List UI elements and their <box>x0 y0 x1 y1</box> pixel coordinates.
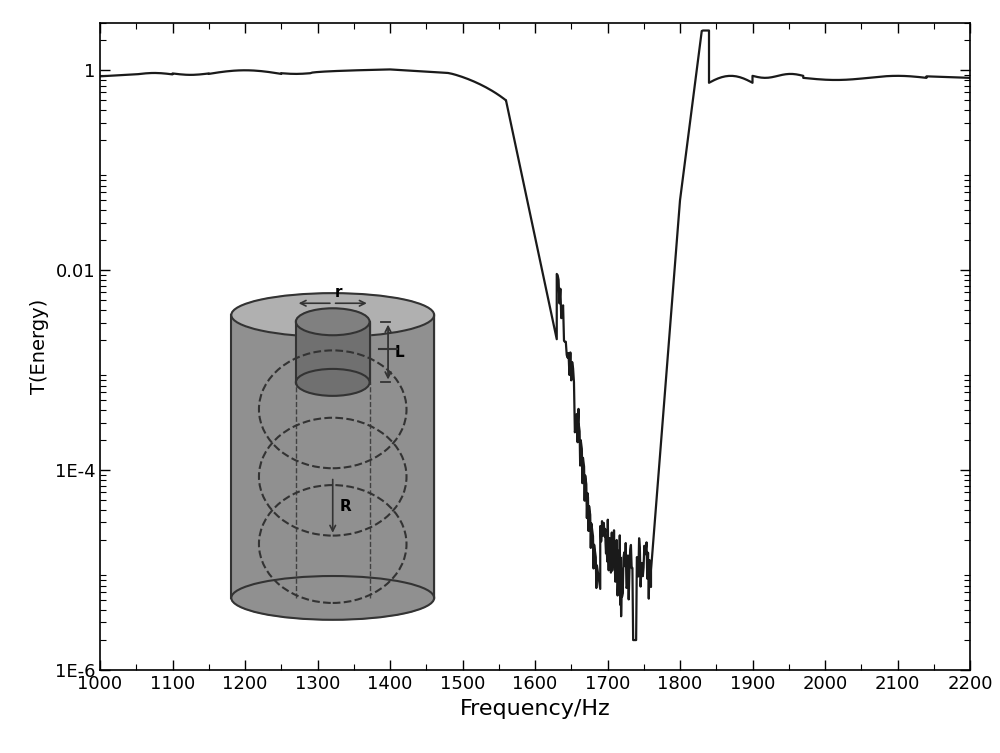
Y-axis label: T(Energy): T(Energy) <box>30 299 49 394</box>
X-axis label: Frequency/Hz: Frequency/Hz <box>460 699 610 718</box>
